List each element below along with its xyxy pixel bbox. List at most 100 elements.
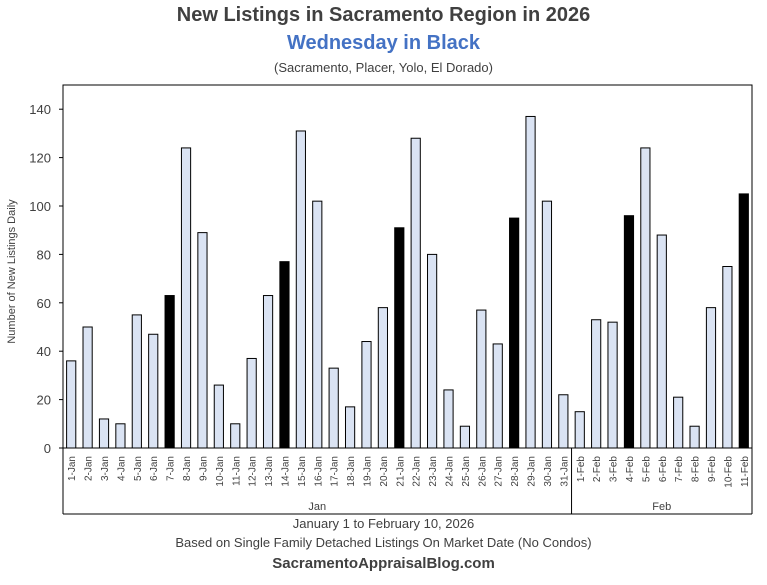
x-tick-label: 22-Jan — [412, 456, 423, 487]
bar — [131, 314, 142, 449]
x-tick-label: 30-Jan — [543, 456, 554, 487]
bar — [459, 425, 471, 449]
bar — [410, 137, 421, 449]
x-tick-label: 28-Jan — [510, 456, 521, 487]
x-tick-label: 14-Jan — [280, 456, 291, 487]
x-tick-label: 3-Jan — [100, 456, 111, 481]
x-tick-label: 7-Feb — [674, 456, 685, 483]
bar — [262, 295, 274, 449]
bar-wednesday — [279, 261, 290, 449]
bar — [328, 367, 339, 449]
x-tick-label: 8-Feb — [691, 456, 702, 483]
x-tick-label: 11-Jan — [231, 456, 242, 486]
bar — [574, 411, 585, 449]
bar — [115, 423, 126, 449]
x-tick-label: 27-Jan — [494, 456, 505, 487]
plot-frame — [62, 84, 753, 449]
y-tick-label: 20 — [37, 393, 51, 408]
bar — [213, 384, 224, 449]
bar — [558, 394, 569, 449]
bar — [492, 343, 503, 449]
date-range-caption: January 1 to February 10, 2026 — [292, 516, 475, 531]
x-tick-label: 2-Feb — [592, 456, 603, 483]
bar — [312, 200, 323, 449]
bar-wednesday — [738, 193, 749, 449]
x-tick-label: 26-Jan — [477, 456, 488, 487]
x-tick-label: 25-Jan — [461, 456, 472, 487]
x-tick-label: 3-Feb — [609, 456, 620, 483]
x-tick-label: 4-Jan — [116, 456, 127, 481]
bar — [541, 200, 553, 449]
bar — [640, 147, 651, 449]
x-tick-label: 6-Jan — [149, 456, 160, 481]
x-tick-label: 20-Jan — [379, 456, 390, 487]
bar-wednesday — [394, 227, 405, 449]
x-tick-label: 23-Jan — [428, 456, 439, 487]
region-note: (Sacramento, Placer, Yolo, El Dorado) — [274, 60, 493, 75]
bar — [476, 309, 487, 449]
x-tick-label: 12-Jan — [248, 456, 259, 487]
y-tick-label: 80 — [37, 247, 51, 262]
x-tick-label: 15-Jan — [297, 456, 308, 487]
x-tick-label: 9-Feb — [707, 456, 718, 483]
x-tick-label: 19-Jan — [362, 456, 373, 487]
bar — [591, 319, 602, 449]
bar — [246, 357, 257, 449]
x-tick-label: 4-Feb — [625, 456, 636, 483]
x-tick-label: 2-Jan — [84, 456, 95, 481]
bar — [377, 307, 388, 449]
y-tick-label: 0 — [44, 441, 51, 456]
x-tick-label: 18-Jan — [346, 456, 357, 487]
x-tick-label: 7-Jan — [166, 456, 177, 481]
x-tick-label: 13-Jan — [264, 456, 275, 487]
y-tick-label: 120 — [29, 151, 51, 166]
x-tick-label: 1-Feb — [576, 456, 587, 483]
x-tick-label: 5-Feb — [641, 456, 652, 483]
bar — [722, 266, 733, 449]
bar — [656, 234, 667, 449]
x-tick-label: 5-Jan — [133, 456, 144, 481]
bar — [525, 115, 536, 449]
bar-wednesday — [509, 217, 520, 449]
bar — [230, 423, 241, 449]
x-tick-label: 1-Jan — [67, 456, 78, 481]
month-label: Jan — [308, 501, 326, 513]
bar — [689, 425, 700, 449]
bar — [673, 396, 684, 449]
bar — [180, 147, 192, 449]
bar — [295, 130, 306, 449]
bar — [98, 418, 110, 449]
bar — [344, 406, 356, 449]
bar — [705, 307, 717, 449]
bar — [66, 360, 77, 449]
x-tick-label: 31-Jan — [559, 456, 570, 487]
chart-subtitle: Wednesday in Black — [286, 32, 481, 54]
x-tick-label: 24-Jan — [445, 456, 456, 487]
x-tick-label: 9-Jan — [198, 456, 209, 481]
x-tick-label: 29-Jan — [527, 456, 538, 487]
x-tick-label: 10-Feb — [723, 456, 734, 488]
x-tick-label: 16-Jan — [313, 456, 324, 487]
x-tick-label: 8-Jan — [182, 456, 193, 481]
bar — [443, 389, 454, 449]
x-tick-label: 6-Feb — [658, 456, 669, 483]
bar — [148, 333, 159, 449]
bar-wednesday — [623, 215, 635, 449]
y-tick-label: 100 — [29, 199, 51, 214]
data-note-caption: Based on Single Family Detached Listings… — [175, 535, 592, 550]
bar — [607, 321, 618, 449]
chart-title: New Listings in Sacramento Region in 202… — [176, 4, 591, 26]
y-tick-label: 60 — [37, 296, 51, 311]
month-label: Feb — [652, 501, 671, 513]
x-tick-label: 21-Jan — [395, 456, 406, 487]
bar — [361, 341, 372, 449]
bar — [427, 253, 438, 449]
x-tick-label: 17-Jan — [330, 456, 341, 487]
y-tick-label: 40 — [37, 344, 51, 359]
x-tick-label: 10-Jan — [215, 456, 226, 487]
source-caption: SacramentoAppraisalBlog.com — [272, 555, 495, 572]
bar — [197, 232, 208, 449]
y-tick-label: 140 — [29, 102, 51, 117]
bar-wednesday — [164, 295, 175, 449]
x-tick-label: 11-Feb — [740, 456, 751, 487]
